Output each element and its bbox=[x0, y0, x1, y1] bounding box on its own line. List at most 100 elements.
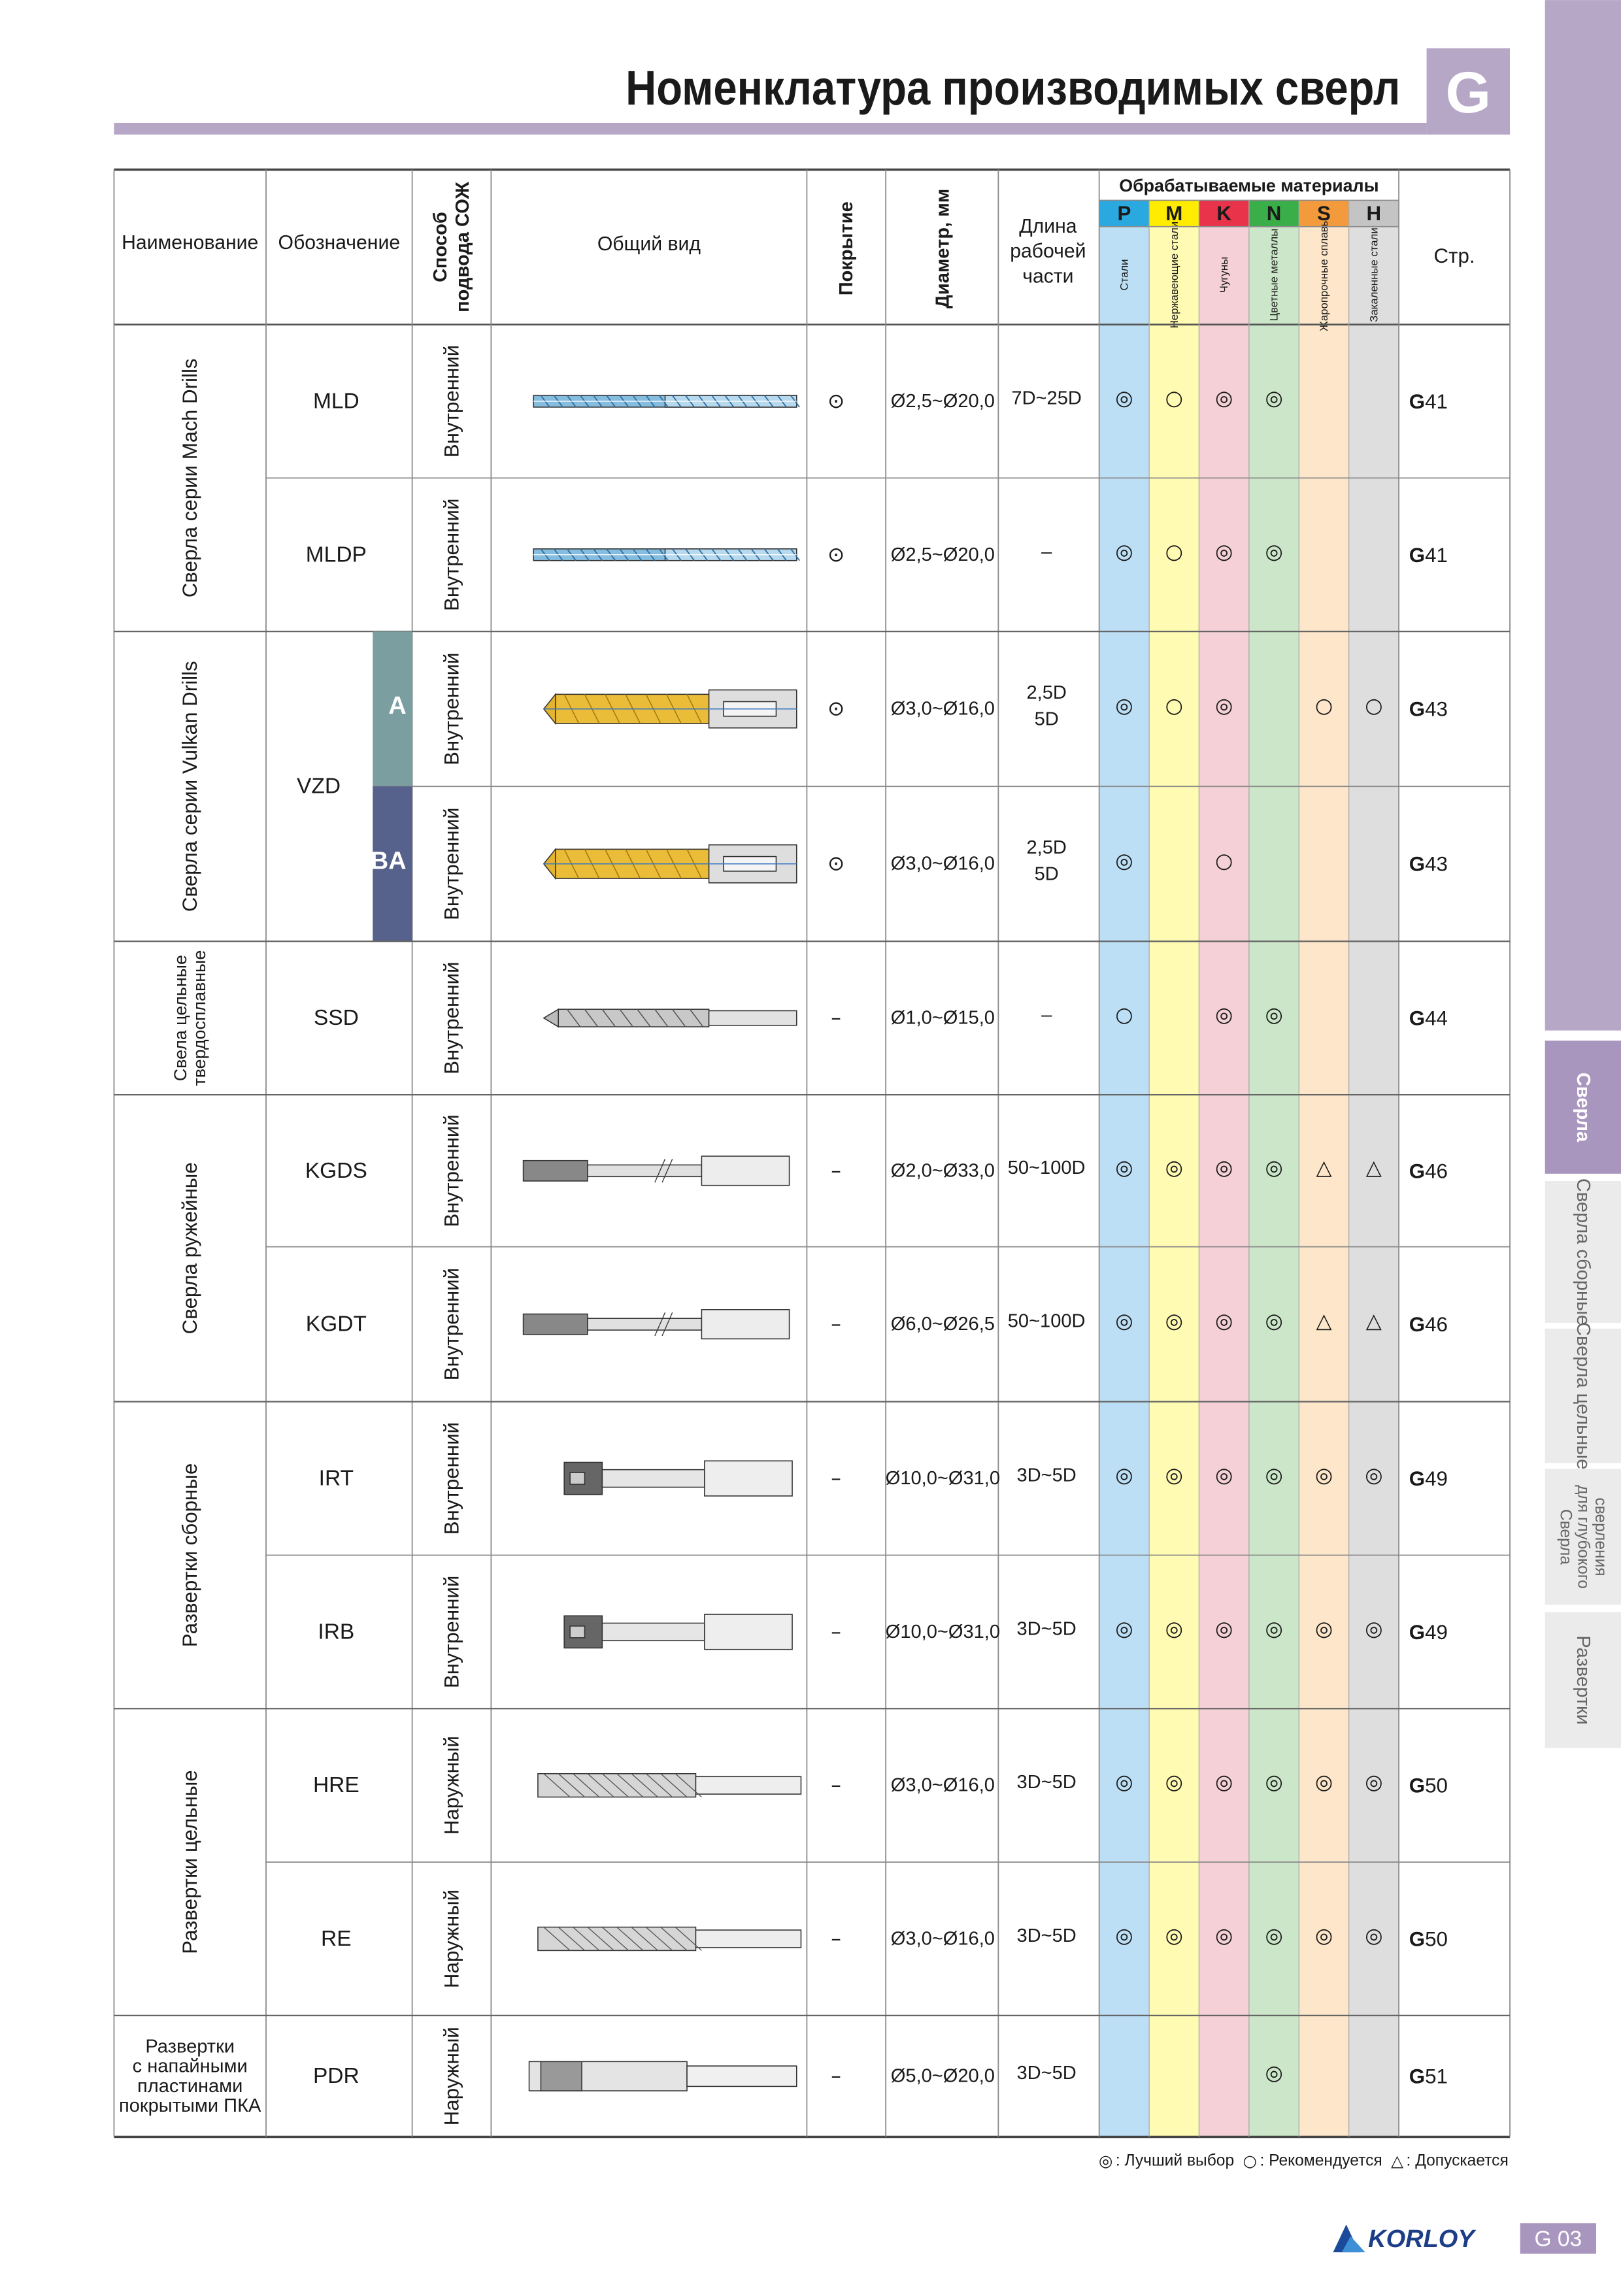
group-name: Развертки сборные bbox=[178, 1463, 201, 1647]
side-tab-label: Сверла bbox=[1573, 1073, 1594, 1142]
diameter: Ø10,0~Ø31,0 bbox=[886, 1468, 1000, 1489]
designation: IRB bbox=[318, 1620, 354, 1644]
coolant: Наружный bbox=[441, 2027, 463, 2125]
designation: RE bbox=[321, 1927, 352, 1951]
coating: – bbox=[831, 1312, 841, 1336]
legend-label: : Рекомендуется bbox=[1260, 2152, 1382, 2169]
group-name: пластинами bbox=[137, 2076, 242, 2097]
material-rating: ○ bbox=[1315, 694, 1333, 718]
side-tab bbox=[1545, 1040, 1621, 1174]
brand: KORLOY bbox=[1368, 2225, 1477, 2253]
variant-bg bbox=[373, 786, 412, 942]
page-ref: G41 bbox=[1409, 390, 1448, 412]
designation: MLDP bbox=[306, 542, 367, 567]
coating: – bbox=[831, 1159, 841, 1182]
coating: – bbox=[831, 1774, 841, 1797]
diameter: Ø2,5~Ø20,0 bbox=[891, 391, 995, 412]
coolant: Внутренний bbox=[441, 1576, 463, 1688]
designation: KGDT bbox=[306, 1312, 367, 1337]
tool-line bbox=[616, 1927, 644, 1951]
material-rating: ◎ bbox=[1115, 386, 1133, 410]
page-title: Номенклатура производимых сверл bbox=[626, 61, 1400, 115]
designation: KGDS bbox=[305, 1159, 367, 1183]
length: 5D bbox=[1035, 863, 1059, 884]
material-column-bg bbox=[1248, 226, 1299, 2137]
material-rating: ◎ bbox=[1215, 1310, 1233, 1333]
side-tab-label: Сверла bbox=[1557, 1509, 1575, 1565]
coolant: Наружный bbox=[441, 1889, 463, 1988]
diameter: Ø5,0~Ø20,0 bbox=[891, 2066, 995, 2087]
material-rating: ◎ bbox=[1165, 1156, 1183, 1180]
material-rating: ◎ bbox=[1215, 1464, 1233, 1488]
length: 5D bbox=[1035, 708, 1059, 729]
header-coating: Покрытие bbox=[836, 201, 857, 295]
tool-line bbox=[558, 1773, 585, 1798]
group-name: Сверла серии Vulkan Drills bbox=[178, 661, 201, 912]
coating: – bbox=[831, 1620, 841, 1644]
side-tab bbox=[1545, 1180, 1621, 1323]
tool-line bbox=[587, 1927, 614, 1951]
length: 3D~5D bbox=[1017, 1772, 1077, 1793]
page-ref: G50 bbox=[1409, 1774, 1448, 1797]
material-rating: ◎ bbox=[1115, 540, 1133, 563]
tool-line bbox=[660, 1927, 688, 1951]
group-name: Развертки цельные bbox=[178, 1770, 201, 1954]
material-label: Цветные металлы bbox=[1268, 229, 1280, 322]
material-label: Закаленные стали bbox=[1367, 227, 1380, 322]
logo-mark bbox=[1341, 2236, 1365, 2253]
tool-drawing bbox=[533, 548, 800, 561]
material-rating: ◎ bbox=[1115, 1464, 1133, 1488]
tool-line bbox=[573, 1927, 600, 1951]
footer: KORLOY G 03 bbox=[1333, 2223, 1596, 2254]
tool-drawing bbox=[522, 1156, 790, 1186]
tool-drawing bbox=[563, 1460, 793, 1497]
tool-line bbox=[654, 1312, 666, 1337]
designation: PDR bbox=[313, 2064, 359, 2088]
material-rating: ◎ bbox=[1215, 1771, 1233, 1794]
tool-line bbox=[601, 1008, 616, 1027]
header-coolant: подвода СОЖ bbox=[452, 181, 473, 312]
length: 2,5D bbox=[1026, 682, 1066, 703]
material-rating: ◎ bbox=[1165, 1771, 1183, 1794]
diameter: Ø3,0~Ø16,0 bbox=[891, 854, 995, 874]
material-code-bg bbox=[1299, 200, 1349, 227]
legend-symbol: ○ bbox=[1243, 2151, 1257, 2170]
variant: A bbox=[388, 692, 406, 720]
material-code: M bbox=[1165, 202, 1182, 225]
diameter: Ø3,0~Ø16,0 bbox=[891, 1775, 995, 1796]
tool-line bbox=[661, 1159, 673, 1183]
side-tab bbox=[1545, 1469, 1621, 1605]
coolant: Внутренний bbox=[441, 652, 463, 765]
tool-part bbox=[704, 1460, 793, 1497]
material-rating: ◎ bbox=[1315, 1771, 1333, 1794]
material-label: Чугуны bbox=[1218, 257, 1230, 293]
side-tab bbox=[1545, 1612, 1621, 1748]
length: 3D~5D bbox=[1017, 1925, 1077, 1946]
material-rating: ◎ bbox=[1265, 1924, 1282, 1948]
material-rating: ◎ bbox=[1165, 1310, 1183, 1333]
material-rating: ◎ bbox=[1265, 386, 1282, 410]
tool-line bbox=[689, 1008, 704, 1027]
diameter: Ø1,0~Ø15,0 bbox=[891, 1008, 995, 1029]
tool-part bbox=[537, 1926, 697, 1952]
material-rating: △ bbox=[1366, 1310, 1382, 1333]
tool-line bbox=[601, 1927, 629, 1951]
tool-drawing bbox=[522, 1309, 790, 1340]
material-rating: ○ bbox=[1365, 694, 1382, 718]
header-coolant: Способ bbox=[430, 212, 451, 282]
length: 7D~25D bbox=[1011, 388, 1081, 408]
material-rating: △ bbox=[1366, 1156, 1382, 1180]
side-tab-label: сверления bbox=[1592, 1497, 1609, 1576]
designation: IRT bbox=[319, 1467, 354, 1491]
coating: – bbox=[831, 1927, 841, 1950]
diameter: Ø2,0~Ø33,0 bbox=[891, 1160, 995, 1181]
material-rating: ○ bbox=[1165, 386, 1183, 410]
tool-line bbox=[675, 1773, 702, 1798]
material-rating: ◎ bbox=[1265, 1003, 1282, 1027]
material-column-bg bbox=[1348, 226, 1399, 2137]
tool-part bbox=[601, 1622, 705, 1642]
side-band bbox=[1545, 0, 1621, 1031]
tool-line bbox=[601, 1773, 629, 1798]
